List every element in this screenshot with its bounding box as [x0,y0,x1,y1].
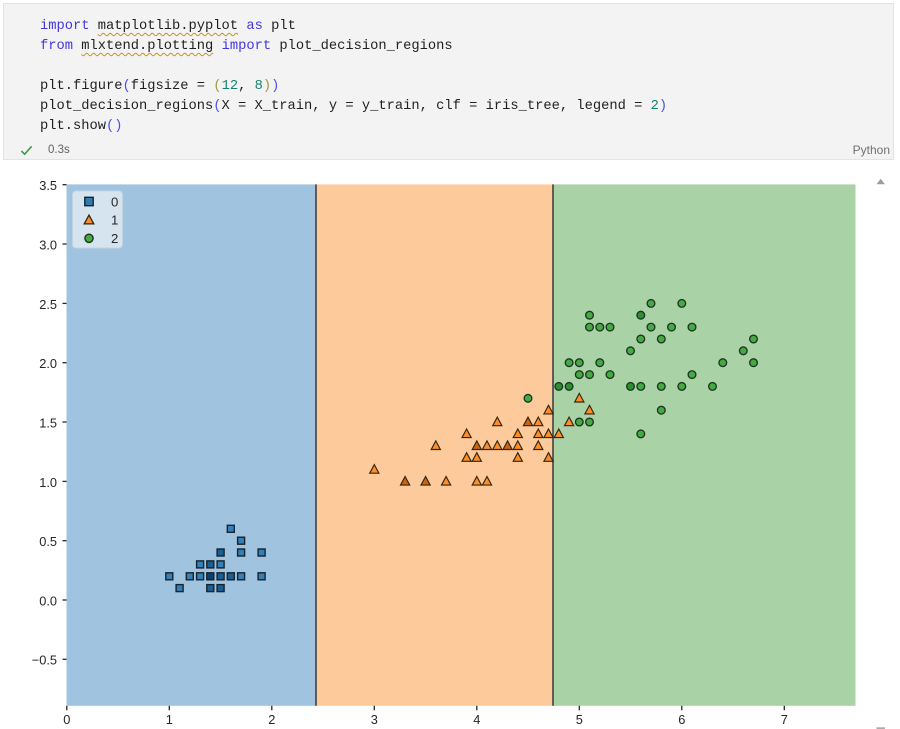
svg-text:1: 1 [166,712,173,727]
svg-text:3.5: 3.5 [39,178,57,193]
svg-text:3.0: 3.0 [39,237,57,252]
svg-text:0.5: 0.5 [39,534,57,549]
svg-text:2: 2 [268,712,275,727]
svg-text:0: 0 [63,712,70,727]
svg-text:4: 4 [473,712,480,727]
svg-text:5: 5 [576,712,583,727]
svg-text:1.5: 1.5 [39,415,57,430]
svg-text:2: 2 [111,231,118,246]
svg-text:0: 0 [111,194,118,209]
svg-text:7: 7 [781,712,788,727]
svg-text:1: 1 [111,213,118,228]
svg-text:1.0: 1.0 [39,475,57,490]
svg-text:3: 3 [371,712,378,727]
svg-text:2.0: 2.0 [39,356,57,371]
svg-text:2.5: 2.5 [39,297,57,312]
svg-text:0.0: 0.0 [39,593,57,608]
svg-text:−0.5: −0.5 [32,653,57,668]
svg-text:6: 6 [678,712,685,727]
